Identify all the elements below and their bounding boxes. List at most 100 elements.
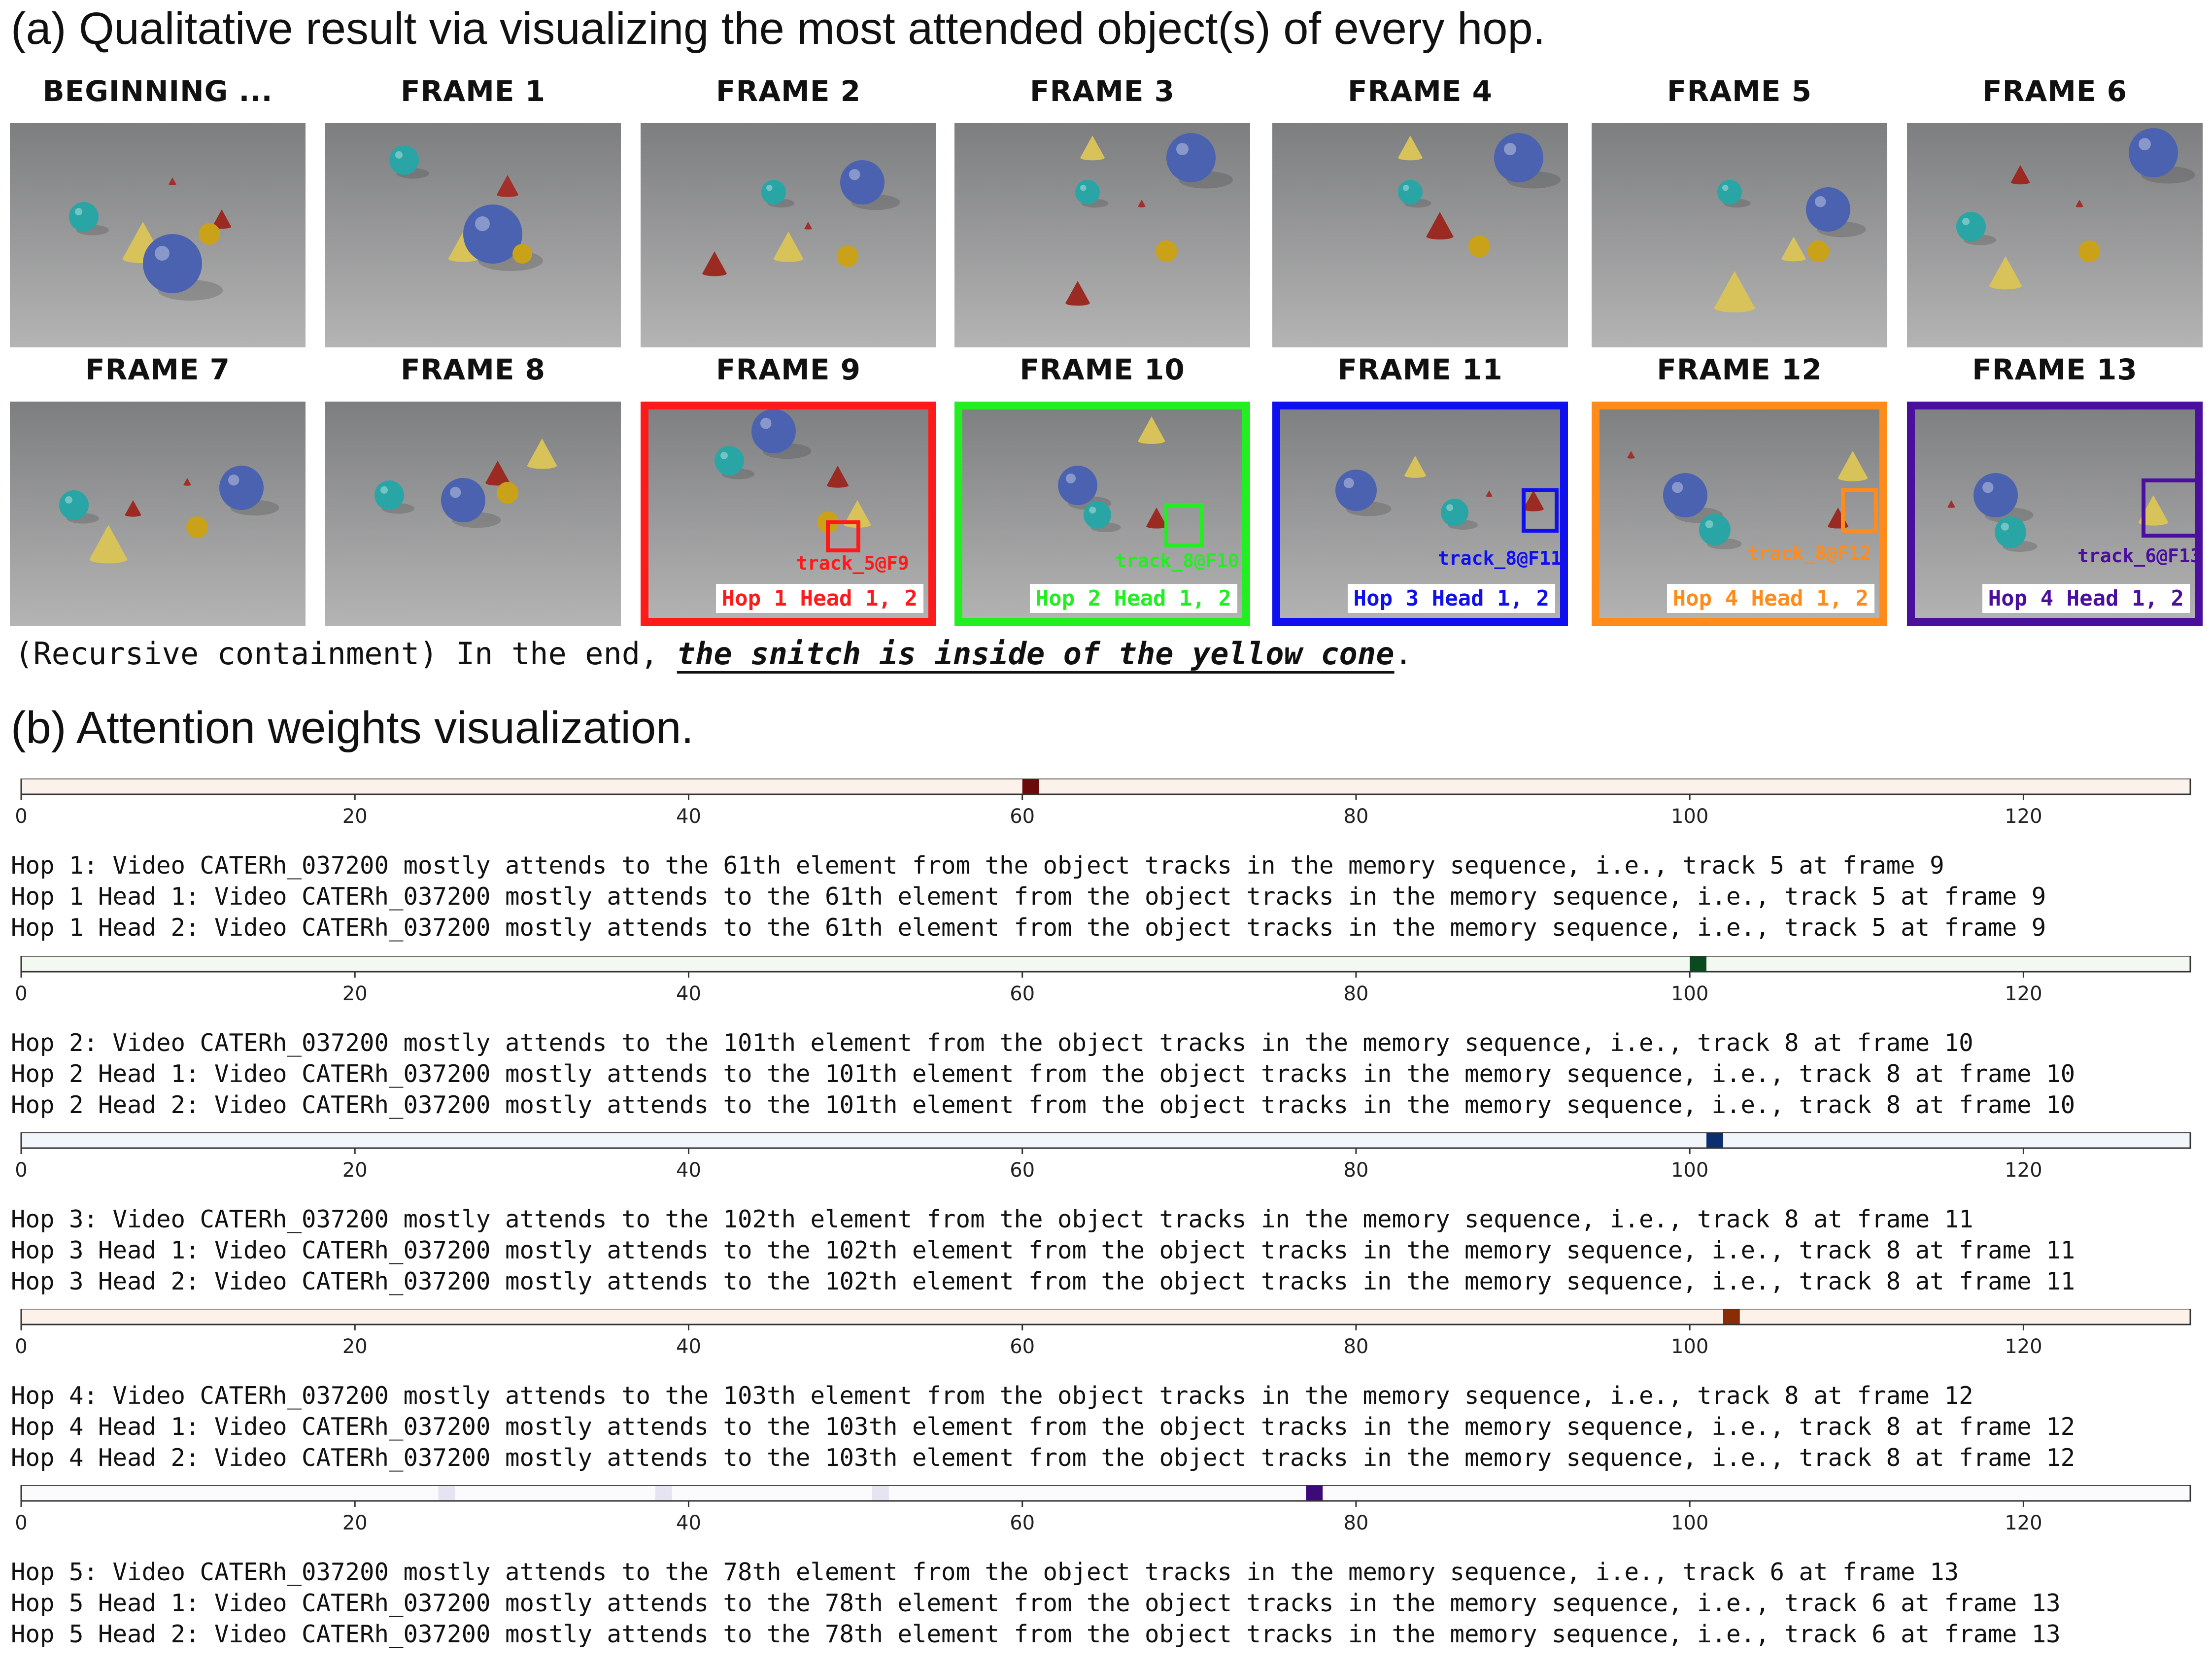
attention-line: Hop 4 Head 2: Video CATERh_037200 mostly…: [11, 1444, 2076, 1472]
attention-heatmap: 0 20 40 60 80 100 120: [15, 779, 2191, 828]
frame-thumbnail: [1272, 123, 1568, 347]
hop-attention-description: Hop 2: Video CATERh_037200 mostly attend…: [11, 1027, 2075, 1121]
attention-strip: [20, 956, 2191, 973]
frame-thumbnail: [1907, 123, 2203, 347]
axis-tick-label: 20: [342, 983, 368, 1005]
hop-head-label: Hop 4 Head 1, 2: [1667, 584, 1874, 613]
frame-label: FRAME 7: [85, 353, 231, 386]
axis-tick-label: 20: [342, 805, 368, 828]
hop-attention-description: Hop 5: Video CATERh_037200 mostly attend…: [11, 1557, 2061, 1650]
attention-line: Hop 5: Video CATERh_037200 mostly attend…: [11, 1558, 1959, 1586]
frame-thumbnail: [325, 402, 621, 626]
attention-strip: [20, 1485, 2191, 1502]
attention-line: Hop 3: Video CATERh_037200 mostly attend…: [11, 1205, 1974, 1233]
hop-head-label: Hop 3 Head 1, 2: [1347, 584, 1555, 613]
axis-tick-label: 40: [676, 1335, 701, 1358]
axis-tick-label: 0: [15, 983, 27, 1005]
attention-strip: [20, 1309, 2191, 1325]
axis-tick-label: 60: [1010, 805, 1035, 828]
hop-head-label: Hop 4 Head 1, 2: [1982, 584, 2190, 613]
axis-tick-label: 80: [1343, 805, 1368, 828]
frame-label: FRAME 4: [1347, 74, 1493, 108]
attention-line: Hop 5 Head 1: Video CATERh_037200 mostly…: [11, 1589, 2061, 1617]
attention-line: Hop 1: Video CATERh_037200 mostly attend…: [11, 851, 1944, 880]
hop-attention-description: Hop 4: Video CATERh_037200 mostly attend…: [11, 1380, 2075, 1473]
attention-line: Hop 3 Head 1: Video CATERh_037200 mostly…: [11, 1236, 2076, 1264]
axis-tick-label: 100: [1671, 1512, 1708, 1534]
axis-tick-label: 80: [1343, 983, 1368, 1005]
attention-line: Hop 2 Head 2: Video CATERh_037200 mostly…: [11, 1091, 2076, 1119]
attention-line: Hop 1 Head 2: Video CATERh_037200 mostly…: [11, 914, 2046, 942]
hop-attention-description: Hop 1: Video CATERh_037200 mostly attend…: [11, 850, 2046, 943]
hop-head-label: Hop 2 Head 1, 2: [1029, 584, 1237, 613]
frame-label: FRAME 10: [1020, 353, 1185, 386]
frame-thumbnail: [325, 123, 621, 347]
axis-tick-label: 80: [1343, 1335, 1368, 1358]
frame-label: FRAME 3: [1029, 74, 1175, 108]
conclusion-prefix: (Recursive containment) In the end,: [15, 636, 677, 672]
attention-heatmap: 0 20 40 60 80 100 120: [15, 956, 2191, 1005]
hop-highlight-frame: track_8@F10 Hop 2 Head 1, 2: [954, 402, 1250, 626]
axis-tick-label: 120: [2005, 1512, 2042, 1534]
frame-label: BEGINNING ...: [42, 74, 273, 108]
hop-highlight-frame: track_8@F12 Hop 4 Head 1, 2: [1592, 402, 1887, 626]
frame-thumbnail: [954, 123, 1250, 347]
axis-tick-label: 100: [1671, 983, 1708, 1005]
attended-object-box: [1522, 488, 1559, 533]
hop-highlight-frame: track_6@F13 Hop 4 Head 1, 2: [1907, 402, 2203, 626]
attention-heatmap: 0 20 40 60 80 100 120: [15, 1309, 2191, 1358]
frame-thumbnail: [641, 123, 936, 347]
frame-thumbnail: [1592, 123, 1887, 347]
attention-peak-cell: [1723, 1309, 1740, 1324]
conclusion-emphasis: the snitch is inside of the yellow cone: [677, 636, 1395, 672]
scene-render: [1907, 123, 2203, 347]
attention-line: Hop 2: Video CATERh_037200 mostly attend…: [11, 1029, 1974, 1057]
attention-heatmap: 0 20 40 60 80 100 120: [15, 1485, 2191, 1534]
attention-strip: [20, 779, 2191, 795]
attention-line: Hop 4 Head 1: Video CATERh_037200 mostly…: [11, 1413, 2076, 1441]
frame-label: FRAME 9: [715, 353, 861, 386]
attention-strip: [20, 1132, 2191, 1149]
axis-tick-label: 40: [676, 983, 701, 1005]
attention-peak-cell: [1022, 779, 1039, 794]
attention-faint-cell: [438, 1486, 455, 1500]
axis-tick-label: 120: [2005, 1159, 2042, 1182]
scene-render: [1592, 123, 1887, 347]
axis-tick-label: 20: [342, 1512, 368, 1534]
scene-render: [10, 402, 306, 626]
scene-render: [954, 123, 1250, 347]
section-b-title: (b) Attention weights visualization.: [11, 703, 694, 753]
axis-tick-label: 60: [1010, 1159, 1035, 1182]
track-label: track_8@F12: [1747, 543, 1872, 564]
attended-object-box: [1164, 503, 1204, 547]
scene-render: [325, 123, 621, 347]
hop-highlight-frame: track_5@F9 Hop 1 Head 1, 2: [641, 402, 936, 626]
axis-tick-label: 80: [1343, 1159, 1368, 1182]
conclusion-sentence: (Recursive containment) In the end, the …: [15, 636, 1413, 672]
axis-tick-label: 20: [342, 1159, 368, 1182]
axis-tick-label: 80: [1343, 1512, 1368, 1534]
axis-tick-label: 120: [2005, 805, 2042, 828]
attention-peak-cell: [1706, 1133, 1723, 1148]
scene-render: [641, 123, 936, 347]
attended-object-box: [1841, 488, 1878, 533]
attention-line: Hop 3 Head 2: Video CATERh_037200 mostly…: [11, 1267, 2076, 1295]
attention-faint-cell: [655, 1486, 672, 1500]
attention-line: Hop 2 Head 1: Video CATERh_037200 mostly…: [11, 1060, 2076, 1088]
attention-line: Hop 5 Head 2: Video CATERh_037200 mostly…: [11, 1620, 2061, 1648]
axis-tick-label: 0: [15, 1512, 27, 1534]
frame-label: FRAME 8: [400, 353, 546, 386]
hop-attention-description: Hop 3: Video CATERh_037200 mostly attend…: [11, 1204, 2075, 1297]
frame-label: FRAME 5: [1667, 74, 1812, 108]
axis-tick-label: 40: [676, 805, 701, 828]
scene-render: [325, 402, 621, 626]
axis-tick-label: 0: [15, 805, 27, 828]
attention-peak-cell: [1306, 1486, 1323, 1500]
axis-tick-label: 60: [1010, 983, 1035, 1005]
axis-tick-label: 100: [1671, 805, 1708, 828]
frame-label: FRAME 2: [715, 74, 861, 108]
attention-heatmap: 0 20 40 60 80 100 120: [15, 1132, 2191, 1182]
axis-tick-label: 0: [15, 1159, 27, 1182]
attended-object-box: [2142, 478, 2201, 538]
track-label: track_8@F10: [1115, 550, 1239, 572]
